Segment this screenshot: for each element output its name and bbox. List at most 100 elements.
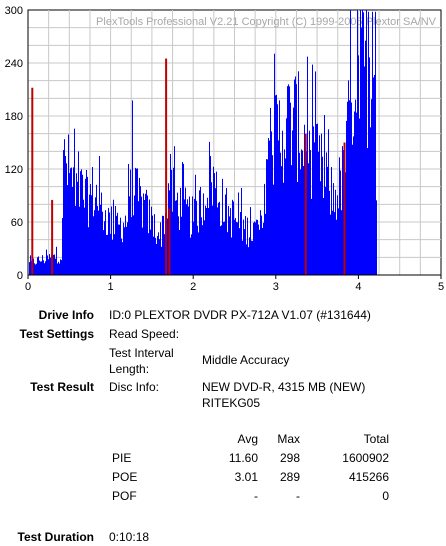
pie-bar	[360, 10, 361, 275]
pie-bar	[204, 220, 205, 275]
pie-bar	[279, 100, 280, 275]
pie-bar	[201, 217, 202, 275]
pie-bar	[69, 173, 70, 275]
pie-bar	[319, 135, 320, 275]
pie-bar	[172, 211, 173, 275]
pie-bar	[89, 194, 90, 275]
pie-bar	[190, 237, 191, 275]
pie-bar	[155, 237, 156, 275]
pie-bar	[272, 155, 273, 275]
pie-bar	[251, 240, 252, 275]
pie-bar	[173, 167, 174, 275]
pie-bar	[195, 174, 196, 275]
pie-bar	[93, 216, 94, 275]
pie-bar	[39, 260, 40, 275]
pie-bar	[352, 144, 353, 275]
pie-bar	[73, 167, 74, 275]
poe-spike	[31, 87, 34, 275]
pie-bar	[281, 166, 282, 275]
pie-bar	[78, 151, 79, 275]
pie-bar	[270, 107, 271, 275]
pie-bar	[139, 177, 140, 275]
pie-bar	[354, 111, 355, 275]
pie-bar	[149, 199, 150, 275]
pie-bar	[261, 215, 262, 275]
pie-bar	[60, 259, 61, 275]
pie-bar	[358, 55, 359, 275]
pie-bar	[46, 249, 47, 275]
pie-bar	[182, 161, 183, 275]
pie-bar	[371, 99, 372, 275]
pie-bar	[176, 200, 177, 275]
pie-bar	[175, 200, 176, 275]
pie-bar	[219, 201, 220, 275]
pie-bar	[257, 219, 258, 275]
pie-bar	[122, 242, 123, 275]
pie-bar	[213, 166, 214, 275]
disc-info-line2: RITEKG05	[202, 396, 261, 410]
pie-bar	[205, 205, 206, 275]
pie-bar	[200, 186, 201, 275]
poe-spike	[168, 208, 171, 275]
pie-bar	[29, 262, 30, 275]
pie-bar	[211, 182, 212, 275]
pie-bar	[41, 261, 42, 275]
pie-bar	[61, 260, 62, 275]
pie-bar	[335, 189, 336, 275]
pie-bar	[126, 226, 127, 275]
pie-bar	[246, 244, 247, 275]
pie-bar	[91, 195, 92, 275]
disc-info-line1: NEW DVD-R, 4315 MB (NEW)	[202, 380, 366, 394]
pie-bar	[196, 200, 197, 275]
pie-bar	[365, 40, 366, 276]
pie-bar	[342, 146, 343, 275]
pie-bar	[34, 263, 35, 275]
pie-bar	[57, 263, 58, 275]
pie-bar	[308, 163, 309, 275]
pie-bar	[194, 198, 195, 275]
pie-bar	[164, 234, 165, 275]
pie-bar	[340, 170, 341, 275]
pie-bar	[135, 167, 136, 275]
pie-bar	[338, 208, 339, 275]
pie-bar	[151, 206, 152, 275]
pie-bar	[142, 227, 143, 275]
pie-bar	[301, 149, 302, 275]
pie-bar	[185, 187, 186, 275]
pie-bar	[154, 214, 155, 275]
pie-bar	[294, 79, 295, 276]
pie-bar	[59, 263, 60, 275]
pie-bar	[230, 208, 231, 275]
pie-bar	[284, 149, 285, 275]
drive-info-label: Drive Info	[38, 308, 94, 322]
pie-bar	[120, 217, 121, 275]
y-axis-ticks: 0 60 120 180 240 300	[5, 5, 23, 282]
disc-info-label: Disc Info:	[109, 380, 160, 394]
pie-bar	[240, 212, 241, 275]
poe-spike	[304, 133, 307, 275]
pie-bar	[324, 114, 325, 275]
pie-bar	[70, 168, 71, 275]
pie-bar	[74, 128, 75, 275]
pie-bar	[296, 84, 297, 275]
results-header-total: Total	[363, 432, 389, 446]
pie-bar	[325, 186, 326, 275]
pie-bar	[97, 205, 98, 275]
test-interval-label-line1: Test Interval	[109, 346, 174, 360]
pie-bar	[45, 261, 46, 275]
pie-bar	[238, 192, 239, 275]
pie-bar	[40, 261, 41, 275]
x-axis-ticks: 0 1 2 3 4 5	[25, 275, 444, 293]
pie-bar	[341, 210, 342, 275]
pie-bar	[67, 185, 68, 275]
pie-bar	[227, 232, 228, 275]
pie-bar	[136, 168, 137, 275]
pie-bar	[88, 227, 89, 275]
pie-bar	[237, 222, 238, 275]
result-total: 1600902	[342, 451, 389, 465]
pie-bar	[329, 190, 330, 275]
pie-bar	[229, 216, 230, 275]
result-avg: 3.01	[234, 470, 258, 484]
result-max: 298	[279, 451, 300, 465]
pie-bar	[179, 230, 180, 275]
